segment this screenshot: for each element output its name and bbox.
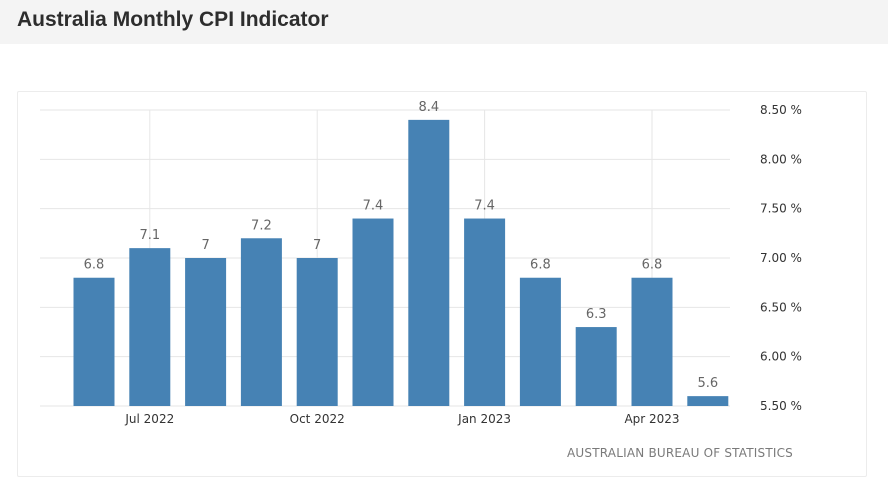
bar-mar-2023[interactable] bbox=[575, 327, 617, 406]
bar-value-label: 6.3 bbox=[586, 307, 607, 322]
bar-value-label: 7.1 bbox=[139, 228, 160, 243]
x-tick-label: Oct 2022 bbox=[290, 412, 345, 426]
bar-value-label: 5.6 bbox=[697, 376, 718, 391]
bar-oct-2022[interactable] bbox=[296, 258, 338, 406]
chart-header: Australia Monthly CPI Indicator bbox=[0, 0, 888, 44]
bars bbox=[73, 119, 729, 406]
bar-jul-2022[interactable] bbox=[129, 248, 171, 406]
bar-value-label: 7 bbox=[313, 238, 321, 253]
bar-sep-2022[interactable] bbox=[240, 238, 282, 406]
x-tick-label: Apr 2023 bbox=[624, 412, 679, 426]
y-tick-label: 7.50 % bbox=[760, 202, 802, 216]
bar-jan-2023[interactable] bbox=[464, 218, 506, 406]
y-tick-label: 6.00 % bbox=[760, 350, 802, 364]
bar-dec-2022[interactable] bbox=[408, 119, 450, 406]
bar-aug-2022[interactable] bbox=[185, 258, 227, 406]
x-tick-label: Jul 2022 bbox=[124, 412, 174, 426]
chart-title: Australia Monthly CPI Indicator bbox=[17, 8, 329, 31]
bar-feb-2023[interactable] bbox=[519, 277, 561, 406]
bar-jun-2022[interactable] bbox=[73, 277, 115, 406]
bar-value-label: 6.8 bbox=[642, 258, 663, 273]
bar-value-label: 7.2 bbox=[251, 218, 272, 233]
y-axis: 5.50 % 6.00 % 6.50 % 7.00 % 7.50 % 8.00 % 8.50… bbox=[760, 103, 802, 413]
y-tick-label: 7.00 % bbox=[760, 251, 802, 265]
bar-nov-2022[interactable] bbox=[352, 218, 394, 406]
bar-value-label: 7 bbox=[201, 238, 209, 253]
bar-may-2023[interactable] bbox=[687, 396, 729, 406]
y-tick-label: 8.00 % bbox=[760, 152, 802, 166]
y-tick-label: 6.50 % bbox=[760, 300, 802, 314]
bar-apr-2023[interactable] bbox=[631, 277, 673, 406]
bar-value-label: 7.4 bbox=[363, 199, 384, 214]
x-axis: Jul 2022 Oct 2022 Jan 2023 Apr 2023 bbox=[124, 412, 679, 426]
bar-value-label: 8.4 bbox=[418, 100, 439, 115]
y-tick-label: 5.50 % bbox=[760, 399, 802, 413]
source-label: AUSTRALIAN BUREAU OF STATISTICS bbox=[567, 446, 793, 460]
bar-value-label: 7.4 bbox=[474, 199, 495, 214]
bar-value-label: 6.8 bbox=[84, 258, 105, 273]
x-tick-label: Jan 2023 bbox=[457, 412, 511, 426]
y-tick-label: 8.50 % bbox=[760, 103, 802, 117]
bar-value-label: 6.8 bbox=[530, 258, 551, 273]
bar-value-labels: 6.8 7.1 7 7.2 7 7.4 8.4 7.4 6.8 6.3 6.8 5.6 bbox=[84, 100, 718, 391]
